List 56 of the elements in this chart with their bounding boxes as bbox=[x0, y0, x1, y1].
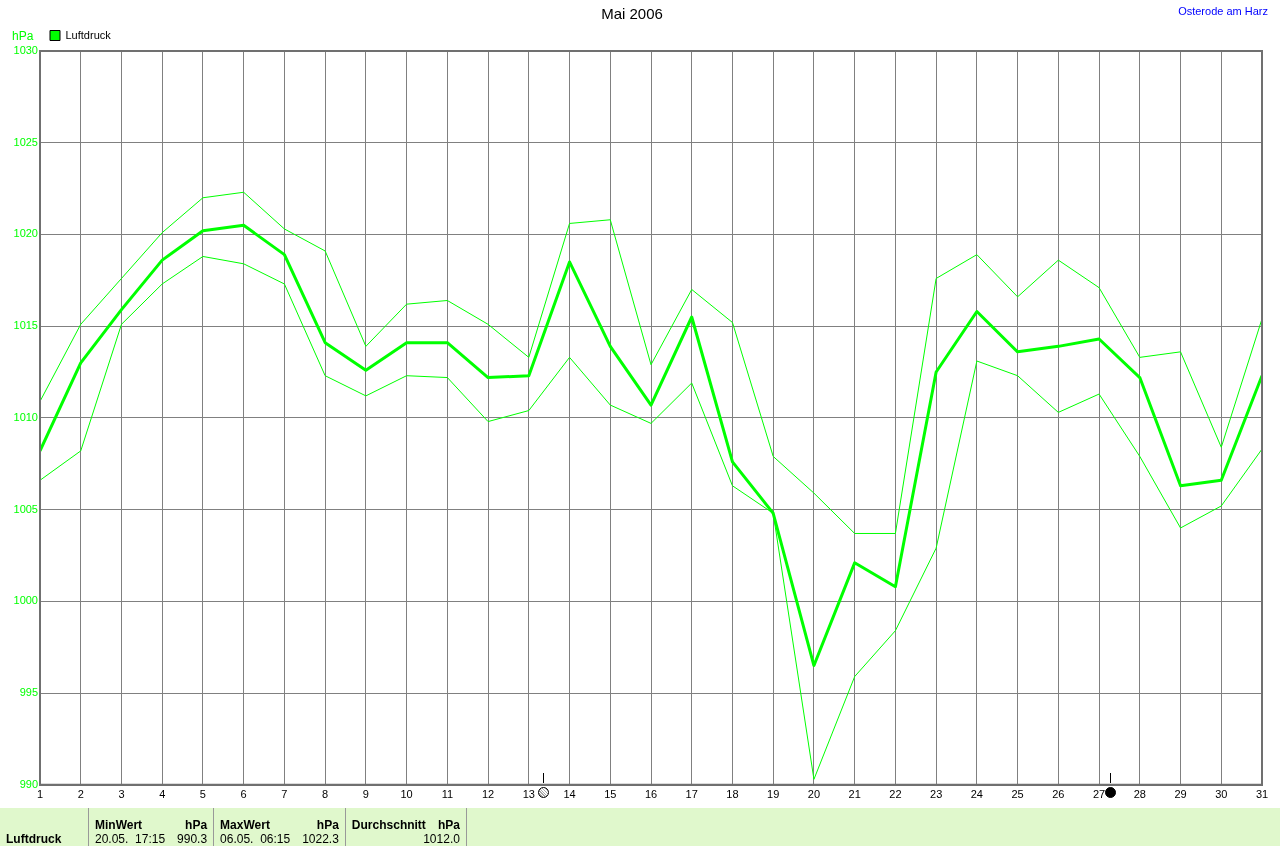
x-tick-label: 16 bbox=[644, 788, 658, 801]
text: hPa bbox=[185, 818, 208, 832]
x-tick-label: 18 bbox=[726, 788, 739, 801]
y-tick-label: 1005 bbox=[13, 502, 38, 515]
text: 1012.0 bbox=[423, 832, 460, 846]
x-tick-label: 28 bbox=[1133, 788, 1146, 801]
text: 990.3 bbox=[177, 832, 208, 846]
y-tick-label: 1030 bbox=[13, 44, 38, 57]
chart-title: Mai 2006 bbox=[601, 5, 663, 23]
y-tick-label: 1020 bbox=[13, 227, 38, 240]
text: hPa bbox=[437, 818, 460, 832]
x-tick-label: 22 bbox=[889, 788, 902, 801]
x-tick-label: 20 bbox=[807, 788, 821, 801]
x-tick-label: 19 bbox=[767, 788, 780, 801]
x-tick-label: 5 bbox=[199, 788, 206, 801]
x-tick-label: 7 bbox=[281, 788, 288, 801]
text: 06.05. 06:15 bbox=[220, 832, 291, 846]
x-tick-label: 29 bbox=[1174, 788, 1187, 801]
x-tick-label: 8 bbox=[322, 788, 329, 801]
x-tick-label: 2 bbox=[77, 788, 84, 801]
text: hPa bbox=[316, 818, 339, 832]
y-tick-label: 1010 bbox=[13, 410, 38, 423]
x-tick-label: 24 bbox=[970, 788, 983, 801]
x-tick-label: 14 bbox=[563, 788, 576, 801]
x-tick-label: 6 bbox=[240, 788, 247, 801]
x-tick-label: 27 bbox=[1092, 788, 1106, 801]
x-tick-label: 9 bbox=[362, 788, 369, 801]
x-tick-label: 25 bbox=[1011, 788, 1024, 801]
text: Luftdruck bbox=[6, 832, 63, 846]
y-tick-label: 1000 bbox=[13, 594, 38, 607]
x-tick-label: 13 bbox=[522, 788, 535, 801]
y-tick-label: 995 bbox=[19, 686, 38, 699]
x-tick-label: 11 bbox=[441, 788, 454, 801]
y-tick-label: 990 bbox=[19, 777, 38, 790]
legend-label: Luftdruck bbox=[65, 28, 112, 41]
x-tick-label: 23 bbox=[930, 788, 943, 801]
x-tick-label: 15 bbox=[604, 788, 617, 801]
y-axis-title: hPa bbox=[12, 29, 34, 44]
x-tick-label: 17 bbox=[685, 788, 698, 801]
text: Durchschnitt bbox=[351, 818, 426, 832]
text: 1022.3 bbox=[302, 832, 339, 846]
x-tick-label: 10 bbox=[400, 788, 413, 801]
text: MaxWert bbox=[220, 818, 270, 832]
text: 20.05. 17:15 bbox=[95, 832, 166, 846]
x-tick-label: 12 bbox=[481, 788, 495, 801]
x-tick-label: 3 bbox=[118, 788, 125, 801]
text: Osterode am Harz bbox=[1178, 5, 1268, 17]
x-tick-label: 30 bbox=[1215, 788, 1228, 801]
x-tick-label: 1 bbox=[36, 788, 44, 801]
text: MinWert bbox=[95, 818, 143, 832]
y-tick-label: 1015 bbox=[13, 319, 38, 332]
y-tick-label: 1025 bbox=[13, 135, 38, 148]
x-tick-label: 4 bbox=[159, 788, 166, 801]
x-tick-label: 31 bbox=[1255, 788, 1269, 801]
x-tick-label: 21 bbox=[848, 788, 861, 801]
x-tick-label: 26 bbox=[1052, 788, 1065, 801]
